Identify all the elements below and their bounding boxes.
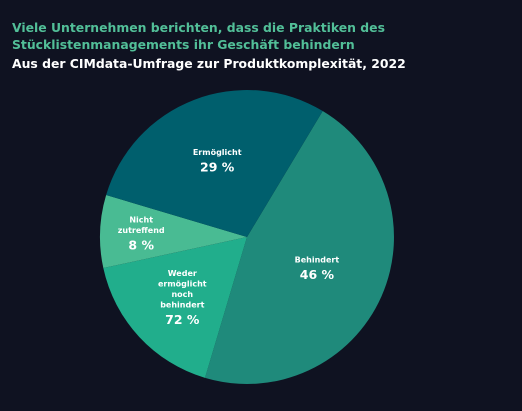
- slice-label-2-line-2: ermöglicht: [158, 279, 207, 288]
- slice-value-4: 29 %: [200, 160, 235, 175]
- slice-label-1-line-1: Behindert: [295, 256, 340, 265]
- slice-label-2-line-1: Weder: [168, 269, 197, 278]
- pie-slice-3: [100, 195, 247, 269]
- chart-title: Viele Unternehmen berichten, dass die Pr…: [12, 20, 385, 52]
- slice-label-4-line-1: Ermöglicht: [193, 148, 242, 157]
- pie-slice-2: [103, 237, 247, 378]
- pie-slice-4: [106, 90, 323, 237]
- slice-label-2-line-4: behindert: [160, 300, 204, 309]
- slice-value-1: 46 %: [300, 267, 335, 282]
- slice-value-3: 8 %: [128, 237, 154, 252]
- slice-label-3-line-2: zutreffend: [118, 226, 165, 235]
- slice-label-2-line-3: noch: [171, 290, 193, 299]
- chart-subtitle: Aus der CIMdata-Umfrage zur Produktkompl…: [12, 56, 406, 71]
- pie-slice-1: [205, 111, 394, 384]
- slice-value-2: 72 %: [165, 312, 200, 327]
- slice-label-3-line-1: Nicht: [129, 215, 153, 224]
